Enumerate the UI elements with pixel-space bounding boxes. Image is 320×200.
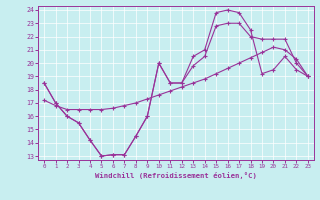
X-axis label: Windchill (Refroidissement éolien,°C): Windchill (Refroidissement éolien,°C) <box>95 172 257 179</box>
